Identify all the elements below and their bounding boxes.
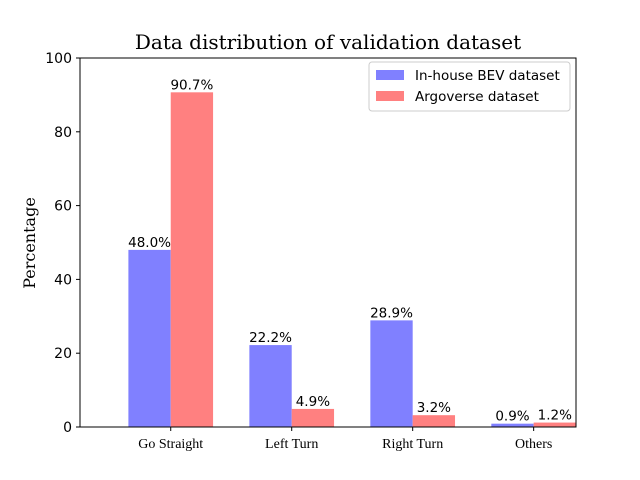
bar-value-label: 0.9% — [495, 409, 529, 425]
axes-frame — [79, 57, 577, 428]
legend-swatch — [376, 91, 404, 101]
legend-swatch — [376, 70, 404, 80]
bar-value-label: 90.7% — [170, 77, 213, 93]
legend: In-house BEV dataset Argoverse dataset — [368, 61, 571, 112]
y-tick-label: 80 — [54, 125, 72, 141]
bar — [412, 415, 456, 427]
y-tick-label: 20 — [54, 346, 72, 362]
y-tick-label: 100 — [45, 51, 72, 67]
bar — [291, 408, 335, 427]
x-tick-label: Others — [515, 437, 552, 452]
chart-title: Data distribution of validation dataset — [135, 30, 521, 54]
bar — [170, 92, 214, 427]
bar — [491, 423, 534, 427]
bar-value-label: 28.9% — [370, 305, 413, 321]
legend-label: Argoverse dataset — [415, 89, 539, 105]
legend-box — [368, 61, 571, 112]
y-axis-label: Percentage — [20, 197, 39, 289]
legend-label: In-house BEV dataset — [415, 68, 560, 84]
bar — [249, 345, 292, 427]
x-tick-label: Left Turn — [265, 437, 318, 452]
bar-value-label: 1.2% — [538, 408, 572, 424]
x-tick-label: Right Turn — [382, 437, 443, 452]
bar-value-label: 4.9% — [296, 394, 330, 410]
bar — [370, 320, 413, 427]
bar-value-label: 22.2% — [249, 330, 292, 346]
bar-value-label: 3.2% — [417, 400, 451, 416]
x-tick-label: Go Straight — [138, 437, 203, 452]
bar-value-label: 48.0% — [128, 235, 171, 251]
bar — [533, 422, 576, 427]
y-tick-label: 40 — [54, 272, 72, 288]
bar — [128, 249, 171, 427]
plot-area: 48.0% 22.2% 28.9% 0.9% 90.7% 4.9% 3.2% 1.2% 0 20 4… — [45, 51, 577, 452]
y-tick-label: 60 — [54, 199, 72, 215]
y-tick-label: 0 — [63, 420, 72, 436]
